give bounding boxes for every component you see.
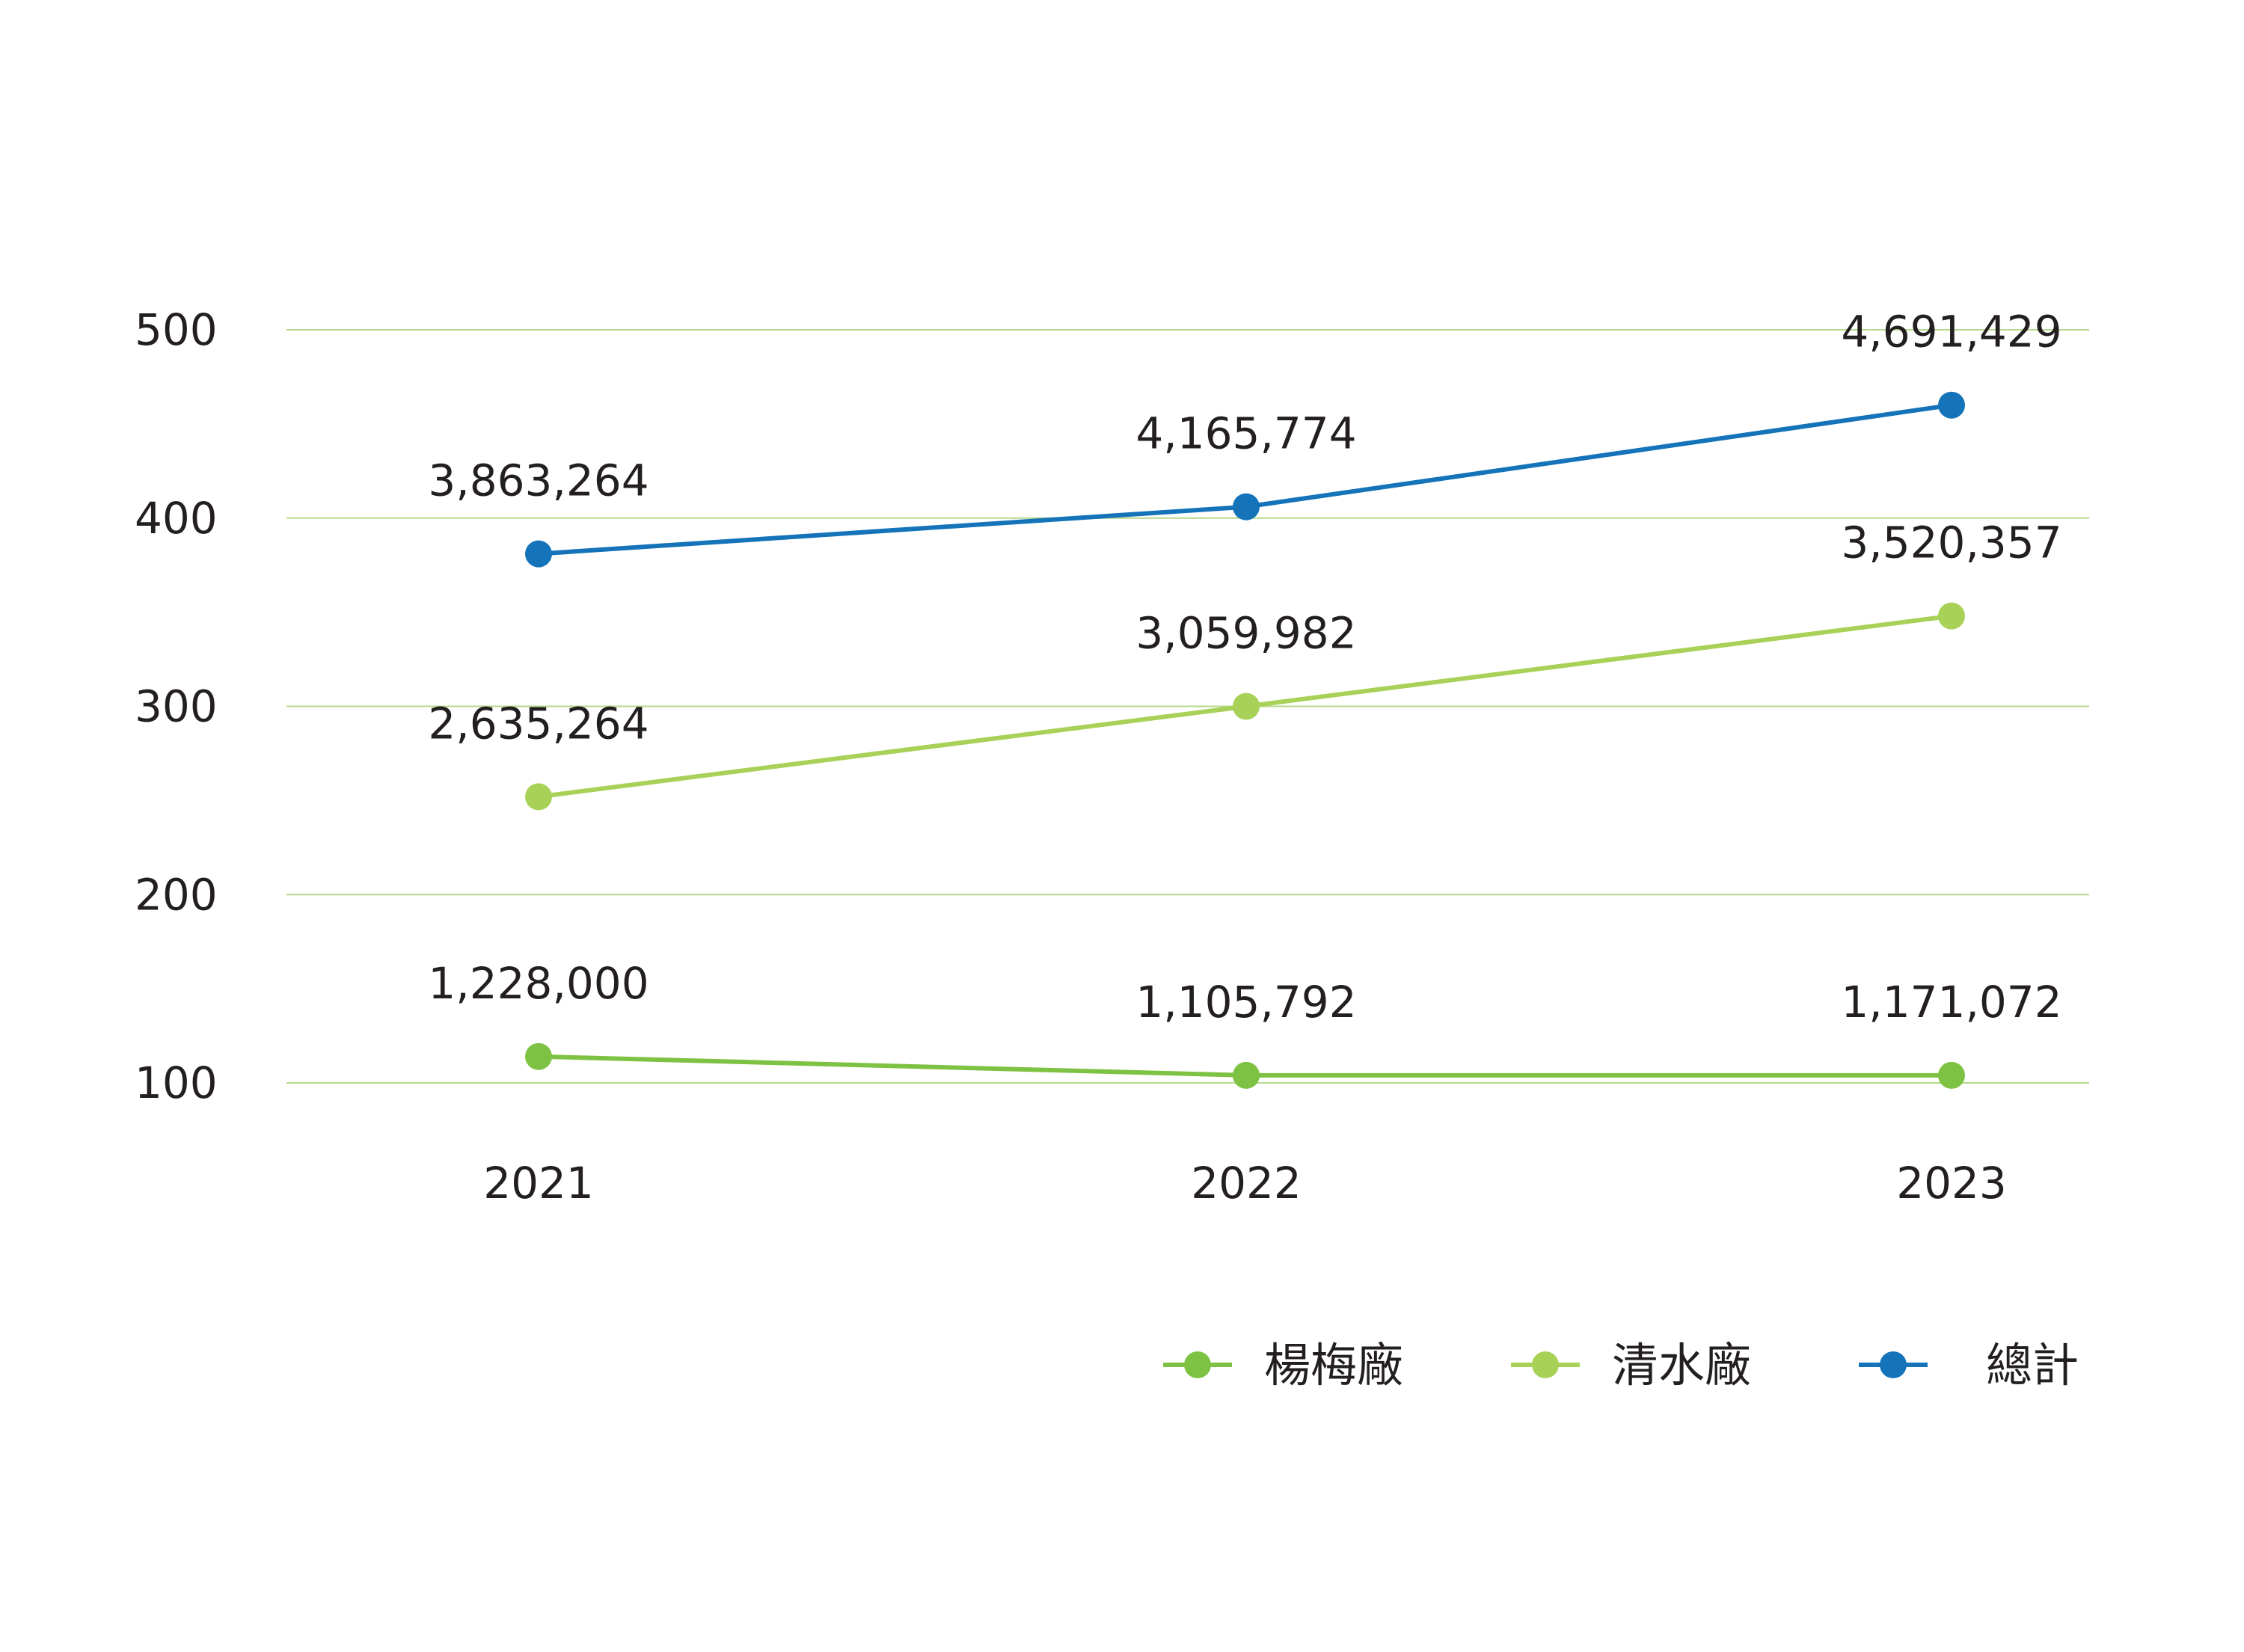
data-label: 3,520,357 (1841, 518, 2061, 568)
legend-label: 楊梅廠 (1264, 1338, 1403, 1392)
data-label: 3,059,982 (1135, 608, 1356, 659)
x-axis-ticks: 2021 2022 2023 (483, 1158, 2007, 1209)
data-point (525, 1043, 552, 1070)
data-point (525, 783, 552, 811)
x-tick-label: 2022 (1191, 1158, 1302, 1209)
y-tick-label: 200 (135, 869, 218, 920)
x-tick-label: 2023 (1896, 1158, 2007, 1209)
legend-swatch-marker (1880, 1351, 1907, 1378)
data-point (1233, 693, 1260, 720)
data-label: 1,105,792 (1135, 977, 1356, 1028)
x-tick-label: 2021 (483, 1158, 594, 1209)
data-labels: 1,228,000 1,105,792 1,171,072 2,635,264 3,05… (428, 307, 2061, 1028)
data-label: 3,863,264 (428, 455, 649, 506)
data-point (1233, 493, 1260, 521)
data-point (1938, 1061, 1965, 1089)
legend-swatch-marker (1184, 1351, 1211, 1378)
legend-swatch-marker (1532, 1351, 1559, 1378)
data-label: 2,635,264 (428, 698, 649, 749)
legend-label: 清水廠 (1612, 1338, 1751, 1392)
data-label: 4,165,774 (1135, 408, 1356, 459)
data-label: 1,171,072 (1841, 977, 2061, 1028)
y-tick-label: 100 (135, 1057, 218, 1108)
gridlines (286, 329, 2089, 1084)
y-tick-label: 400 (135, 493, 218, 544)
series (525, 391, 1965, 1089)
data-label: 1,228,000 (428, 958, 649, 1009)
y-tick-label: 300 (135, 681, 218, 732)
y-axis-ticks: 100 200 300 400 500 (135, 304, 218, 1108)
data-label: 4,691,429 (1841, 307, 2061, 357)
y-tick-label: 500 (135, 304, 218, 355)
data-point (1233, 1061, 1260, 1089)
data-point (1938, 602, 1965, 630)
data-point (1938, 391, 1965, 419)
legend: 楊梅廠 清水廠 總計 (1163, 1338, 2079, 1392)
data-point (525, 540, 552, 568)
legend-label: 總計 (1986, 1338, 2079, 1392)
